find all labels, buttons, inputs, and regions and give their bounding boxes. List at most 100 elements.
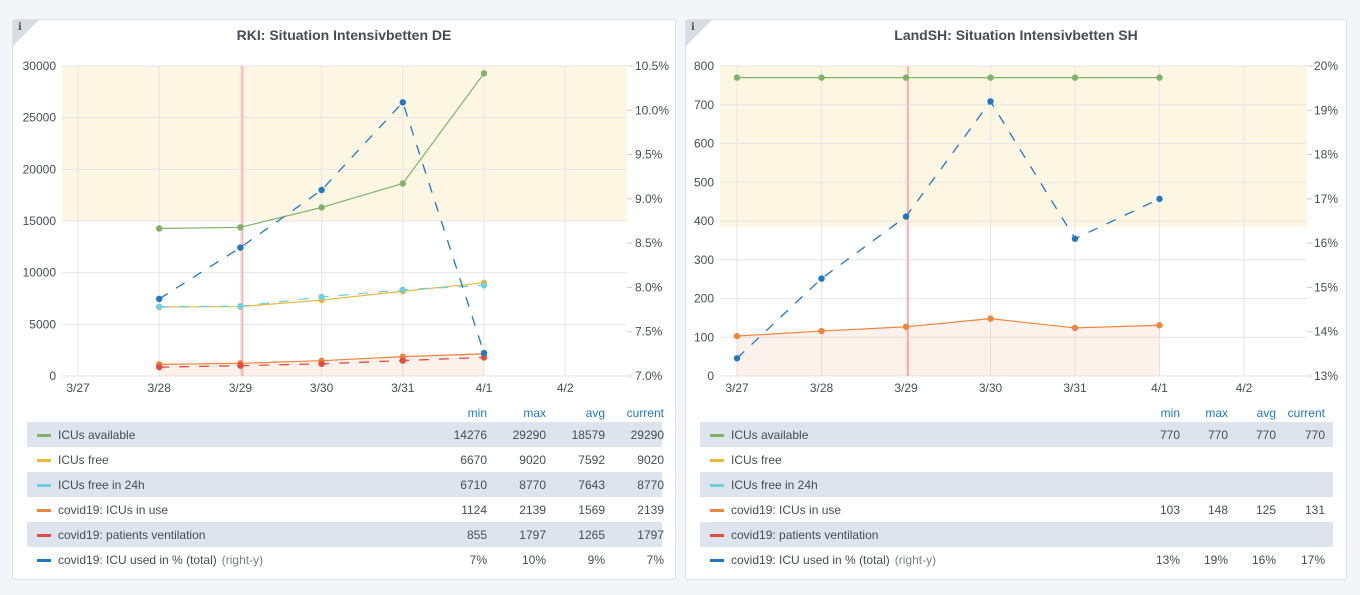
legend-series-name[interactable]: covid19: ICU used in % (total) (right-y) bbox=[731, 553, 936, 567]
series-name[interactable]: covid19: ICUs in use bbox=[731, 503, 842, 517]
panel-title[interactable]: LandSH: Situation Intensivbetten SH bbox=[894, 27, 1138, 43]
info-icon[interactable]: i bbox=[18, 22, 22, 33]
data-point[interactable] bbox=[237, 224, 244, 231]
annotation-marker[interactable] bbox=[241, 66, 244, 376]
series-line[interactable] bbox=[158, 101, 485, 354]
panel-info-corner[interactable] bbox=[13, 20, 39, 46]
data-point[interactable] bbox=[733, 332, 741, 340]
legend-series-name[interactable]: covid19: patients ventilation bbox=[731, 528, 878, 542]
series-name[interactable]: covid19: ICUs in use bbox=[58, 503, 169, 517]
legend-header-max[interactable]: max bbox=[523, 406, 546, 420]
panel-title[interactable]: RKI: Situation Intensivbetten DE bbox=[236, 27, 452, 43]
data-point[interactable] bbox=[1071, 324, 1079, 332]
series-color-swatch[interactable] bbox=[710, 459, 724, 462]
data-point[interactable] bbox=[399, 99, 406, 106]
series-color-swatch[interactable] bbox=[710, 559, 724, 562]
series-color-swatch[interactable] bbox=[37, 484, 51, 487]
data-point[interactable] bbox=[902, 323, 910, 330]
legend-series-name[interactable]: ICUs available bbox=[58, 428, 135, 442]
legend-header-avg[interactable]: avg bbox=[1256, 406, 1276, 420]
data-point[interactable] bbox=[902, 74, 910, 81]
series-color-swatch[interactable] bbox=[37, 559, 51, 562]
legend-header-min[interactable]: min bbox=[467, 406, 487, 420]
legend-header-max[interactable]: max bbox=[1205, 406, 1228, 420]
data-point[interactable] bbox=[318, 204, 325, 211]
series-line[interactable] bbox=[736, 318, 1160, 337]
panel-info-corner[interactable] bbox=[686, 20, 712, 46]
data-point[interactable] bbox=[1071, 235, 1079, 242]
data-point[interactable] bbox=[156, 225, 163, 232]
legend-header-min[interactable]: min bbox=[1160, 406, 1180, 420]
data-point[interactable] bbox=[318, 293, 325, 301]
series-name[interactable]: ICUs free in 24h bbox=[731, 478, 818, 492]
series-color-swatch[interactable] bbox=[37, 459, 51, 462]
legend-series-name[interactable]: ICUs available bbox=[731, 428, 808, 442]
data-point[interactable] bbox=[902, 213, 910, 220]
series-color-swatch[interactable] bbox=[37, 509, 51, 512]
data-point[interactable] bbox=[156, 295, 163, 303]
data-point[interactable] bbox=[480, 70, 488, 77]
data-point[interactable] bbox=[987, 74, 994, 81]
legend-row[interactable]: covid19: ICUs in use 1124 2139 1569 2139 bbox=[27, 497, 664, 522]
series-color-swatch[interactable] bbox=[710, 509, 724, 512]
data-point[interactable] bbox=[399, 357, 406, 364]
data-point[interactable] bbox=[818, 275, 825, 282]
data-point[interactable] bbox=[237, 362, 244, 369]
series-line[interactable] bbox=[736, 100, 1160, 359]
legend-series-name[interactable]: covid19: ICU used in % (total) (right-y) bbox=[58, 553, 263, 567]
data-point[interactable] bbox=[1156, 74, 1163, 81]
data-point[interactable] bbox=[318, 186, 325, 194]
series-color-swatch[interactable] bbox=[37, 534, 51, 537]
legend-header-avg[interactable]: avg bbox=[585, 406, 605, 420]
data-point[interactable] bbox=[987, 315, 994, 322]
legend-series-name[interactable]: covid19: ICUs in use bbox=[731, 503, 841, 517]
data-point[interactable] bbox=[1156, 195, 1163, 203]
series-name[interactable]: ICUs available bbox=[58, 428, 136, 442]
legend-row[interactable]: ICUs available 770 770 770 770 bbox=[700, 422, 1333, 447]
legend-row[interactable]: ICUs free bbox=[700, 447, 1333, 472]
legend-row[interactable]: ICUs free in 24h bbox=[700, 472, 1333, 497]
data-point[interactable] bbox=[733, 355, 741, 362]
series-name[interactable]: covid19: ICU used in % (total) bbox=[731, 553, 890, 567]
series-name[interactable]: ICUs free bbox=[731, 453, 782, 467]
data-point[interactable] bbox=[237, 303, 244, 310]
annotation-marker[interactable] bbox=[907, 66, 909, 376]
legend-row[interactable]: ICUs free in 24h 6710 8770 7643 8770 bbox=[27, 472, 664, 497]
info-icon[interactable]: i bbox=[691, 22, 695, 33]
data-point[interactable] bbox=[156, 363, 163, 371]
series-name[interactable]: covid19: ICU used in % (total) bbox=[58, 553, 217, 567]
data-point[interactable] bbox=[480, 282, 488, 289]
legend-series-name[interactable]: covid19: patients ventilation bbox=[58, 528, 205, 542]
series-color-swatch[interactable] bbox=[710, 534, 724, 537]
data-point[interactable] bbox=[480, 349, 488, 357]
data-point[interactable] bbox=[399, 286, 406, 293]
legend-row[interactable]: ICUs available 14276 29290 18579 29290 bbox=[27, 422, 664, 447]
legend-series-name[interactable]: covid19: ICUs in use bbox=[58, 503, 168, 517]
data-point[interactable] bbox=[237, 244, 244, 251]
data-point[interactable] bbox=[987, 98, 994, 105]
data-point[interactable] bbox=[318, 360, 325, 368]
legend-series-name[interactable]: ICUs free in 24h bbox=[58, 478, 145, 492]
legend-row[interactable]: covid19: ICU used in % (total) (right-y) 1… bbox=[700, 547, 1333, 572]
legend-row[interactable]: covid19: patients ventilation 855 1797 1265… bbox=[27, 522, 664, 547]
legend-series-name[interactable]: ICUs free in 24h bbox=[731, 478, 818, 492]
data-point[interactable] bbox=[1071, 74, 1079, 81]
legend-row[interactable]: ICUs free 6670 9020 7592 9020 bbox=[27, 447, 664, 472]
series-color-swatch[interactable] bbox=[37, 434, 51, 437]
series-name[interactable]: covid19: patients ventilation bbox=[731, 528, 879, 542]
series-name[interactable]: ICUs free bbox=[58, 453, 109, 467]
data-point[interactable] bbox=[399, 180, 406, 187]
series-name[interactable]: covid19: patients ventilation bbox=[58, 528, 206, 542]
legend-header-current[interactable]: current bbox=[1287, 406, 1325, 420]
data-point[interactable] bbox=[1156, 322, 1163, 329]
data-point[interactable] bbox=[733, 74, 741, 81]
legend-row[interactable]: covid19: ICU used in % (total) (right-y) 7… bbox=[27, 547, 664, 572]
legend-series-name[interactable]: ICUs free bbox=[58, 453, 109, 467]
series-name[interactable]: ICUs available bbox=[731, 428, 809, 442]
legend-row[interactable]: covid19: ICUs in use 103 148 125 131 bbox=[700, 497, 1333, 522]
series-name[interactable]: ICUs free in 24h bbox=[58, 478, 145, 492]
legend-header-current[interactable]: current bbox=[626, 406, 664, 420]
series-color-swatch[interactable] bbox=[710, 484, 724, 487]
data-point[interactable] bbox=[818, 327, 825, 335]
legend-series-name[interactable]: ICUs free bbox=[731, 453, 782, 467]
